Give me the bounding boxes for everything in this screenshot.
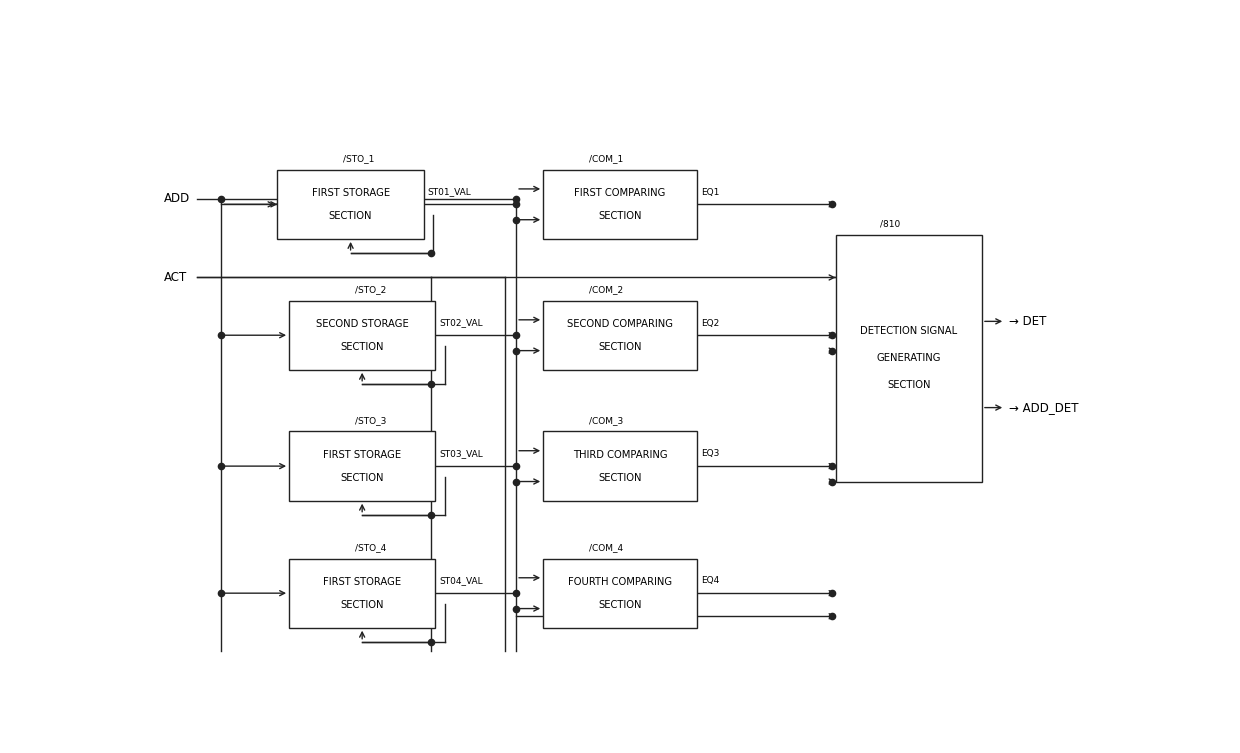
Text: EQ1: EQ1 [701,187,719,197]
Text: /STO_2: /STO_2 [355,285,386,294]
Text: THIRD COMPARING: THIRD COMPARING [573,450,667,459]
Text: /COM_4: /COM_4 [589,544,624,553]
Text: EQ2: EQ2 [701,319,719,328]
Text: /COM_3: /COM_3 [589,416,624,425]
Text: FOURTH COMPARING: FOURTH COMPARING [568,577,672,587]
Text: SECTION: SECTION [329,211,372,221]
Text: GENERATING: GENERATING [877,353,941,363]
Text: /COM_1: /COM_1 [589,154,624,163]
Bar [543,169,697,239]
Text: SECTION: SECTION [599,473,642,483]
Text: ACT: ACT [164,271,187,284]
Bar [289,431,435,501]
Bar [543,559,697,628]
Bar [278,169,424,239]
Bar [836,235,982,481]
Text: /STO_4: /STO_4 [355,544,386,553]
Text: SECTION: SECTION [599,211,642,221]
Text: SECTION: SECTION [341,473,384,483]
Bar [543,431,697,501]
Text: SECOND COMPARING: SECOND COMPARING [567,319,673,328]
Text: ADD: ADD [164,193,191,206]
Text: SECTION: SECTION [599,599,642,610]
Text: → ADD_DET: → ADD_DET [1009,401,1079,414]
Text: ST01_VAL: ST01_VAL [428,187,471,197]
Text: → DET: → DET [1009,315,1047,328]
Bar [543,300,697,370]
Text: SECTION: SECTION [341,342,384,352]
Bar [289,300,435,370]
Text: FIRST STORAGE: FIRST STORAGE [324,450,402,459]
Text: ST03_VAL: ST03_VAL [439,450,482,459]
Text: /STO_3: /STO_3 [355,416,386,425]
Text: /810: /810 [879,220,900,229]
Text: /COM_2: /COM_2 [589,285,624,294]
Text: /STO_1: /STO_1 [343,154,374,163]
Text: EQ4: EQ4 [701,577,719,586]
Text: FIRST COMPARING: FIRST COMPARING [574,187,666,198]
Text: SECTION: SECTION [341,599,384,610]
Text: ST04_VAL: ST04_VAL [439,577,482,586]
Text: FIRST STORAGE: FIRST STORAGE [311,187,389,198]
Text: EQ3: EQ3 [701,450,719,459]
Text: SECTION: SECTION [887,380,930,390]
Text: DETECTION SIGNAL: DETECTION SIGNAL [861,326,957,337]
Text: FIRST STORAGE: FIRST STORAGE [324,577,402,587]
Text: SECOND STORAGE: SECOND STORAGE [316,319,408,328]
Text: ST02_VAL: ST02_VAL [439,319,482,328]
Text: SECTION: SECTION [599,342,642,352]
Bar [289,559,435,628]
